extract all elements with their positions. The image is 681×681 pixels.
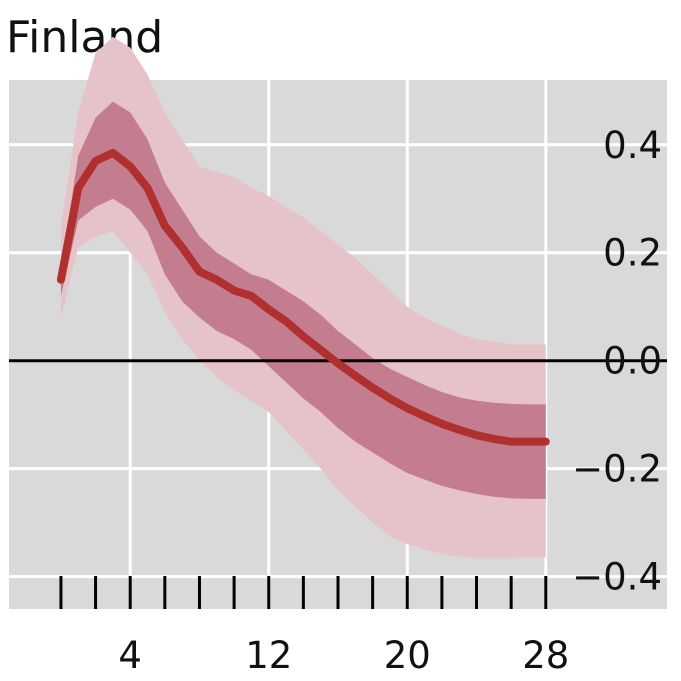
- y-tick-label: 0.0: [603, 340, 662, 383]
- y-tick-label: 0.2: [603, 232, 662, 275]
- x-tick-label: 28: [522, 634, 569, 677]
- y-tick-label: −0.4: [572, 556, 662, 599]
- x-tick-label: 12: [245, 634, 292, 677]
- x-tick-label: 4: [118, 634, 142, 677]
- chart-title: Finland: [6, 12, 163, 63]
- inner-confidence-band: [60, 101, 546, 499]
- y-tick-label: 0.4: [603, 124, 662, 167]
- y-tick-labels: 0.4 0.2 0.0 −0.2 −0.4: [572, 124, 662, 599]
- x-tick-labels: 4 12 20 28: [118, 634, 569, 677]
- confidence-bands: [60, 36, 546, 558]
- x-tick-marks: [59, 576, 548, 609]
- median-line-group: [56, 148, 550, 446]
- x-tick-label: 20: [384, 634, 431, 677]
- y-tick-label: −0.2: [572, 448, 662, 491]
- median-line: [56, 148, 550, 446]
